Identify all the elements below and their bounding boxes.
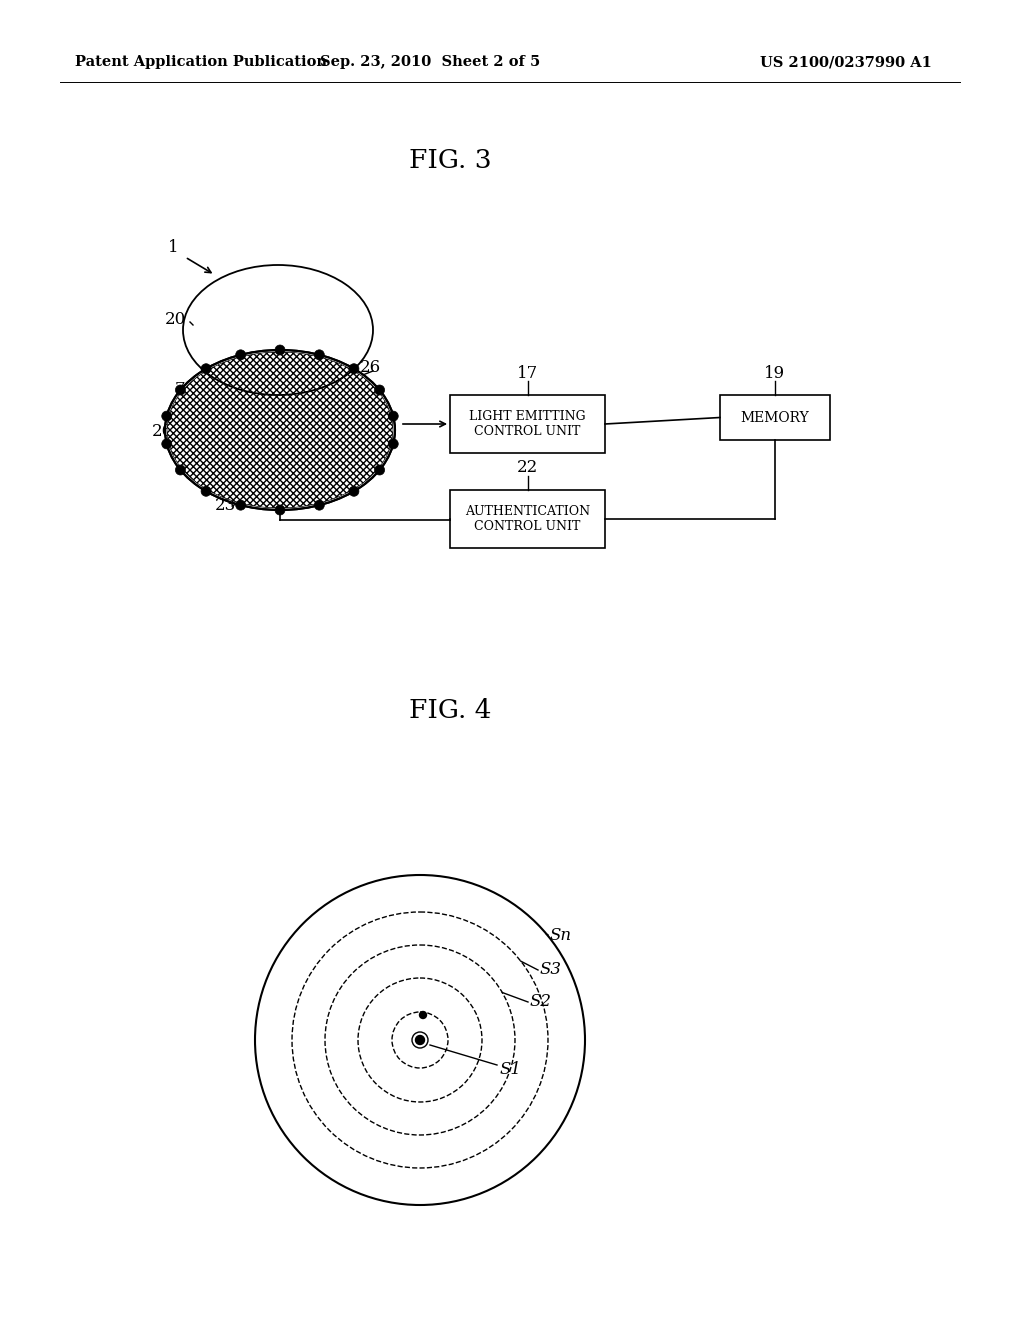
Circle shape — [375, 385, 385, 395]
Circle shape — [201, 364, 211, 374]
Text: AUTHENTICATION
CONTROL UNIT: AUTHENTICATION CONTROL UNIT — [465, 506, 590, 533]
Circle shape — [388, 438, 398, 449]
Circle shape — [314, 500, 325, 510]
Text: LIGHT EMITTING
CONTROL UNIT: LIGHT EMITTING CONTROL UNIT — [469, 411, 586, 438]
Circle shape — [236, 500, 246, 510]
Text: MEMORY: MEMORY — [740, 411, 809, 425]
Text: Sn: Sn — [550, 927, 572, 944]
Text: 23: 23 — [202, 479, 223, 496]
Text: US 2100/0237990 A1: US 2100/0237990 A1 — [760, 55, 932, 69]
Circle shape — [162, 438, 172, 449]
Circle shape — [375, 465, 385, 475]
Circle shape — [175, 385, 185, 395]
Circle shape — [349, 486, 359, 496]
Circle shape — [349, 364, 359, 374]
Circle shape — [275, 345, 285, 355]
Text: 1: 1 — [168, 239, 178, 256]
Text: 26: 26 — [360, 359, 381, 376]
Text: 23: 23 — [215, 498, 237, 515]
Ellipse shape — [167, 352, 393, 508]
Circle shape — [388, 411, 398, 421]
Text: 19: 19 — [765, 364, 785, 381]
Text: FIG. 4: FIG. 4 — [409, 697, 492, 722]
Circle shape — [416, 1035, 425, 1044]
Circle shape — [420, 1011, 427, 1019]
Text: S2: S2 — [530, 994, 552, 1011]
Text: 26: 26 — [152, 424, 173, 441]
Text: FIG. 3: FIG. 3 — [409, 148, 492, 173]
Circle shape — [236, 350, 246, 360]
Text: 22: 22 — [517, 459, 539, 477]
Circle shape — [275, 506, 285, 515]
Circle shape — [201, 486, 211, 496]
Circle shape — [175, 465, 185, 475]
Ellipse shape — [165, 350, 395, 510]
Text: Patent Application Publication: Patent Application Publication — [75, 55, 327, 69]
Circle shape — [314, 350, 325, 360]
Circle shape — [162, 411, 172, 421]
Text: 7: 7 — [175, 381, 185, 399]
Text: 17: 17 — [517, 364, 539, 381]
Text: S1: S1 — [500, 1061, 522, 1078]
Text: S3: S3 — [540, 961, 562, 978]
Text: 20: 20 — [165, 312, 186, 329]
Text: Sep. 23, 2010  Sheet 2 of 5: Sep. 23, 2010 Sheet 2 of 5 — [319, 55, 540, 69]
